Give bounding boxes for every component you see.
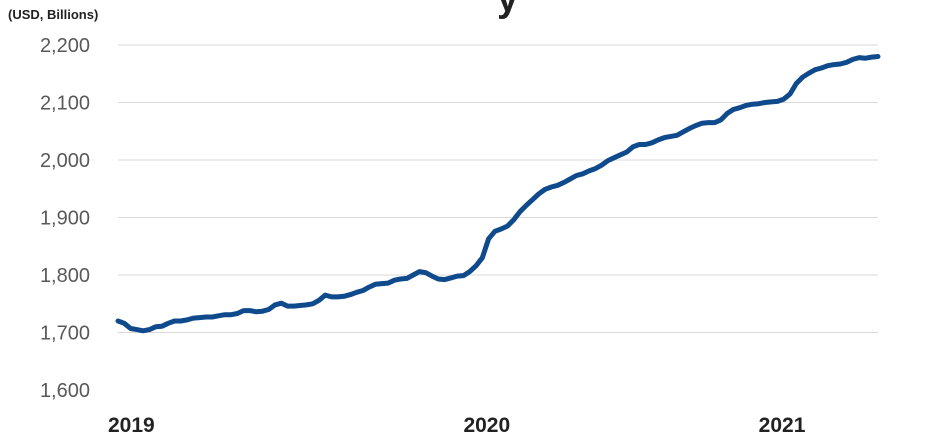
x-tick-label: 2021 bbox=[759, 414, 806, 437]
y-tick-label: 1,600 bbox=[40, 380, 90, 402]
x-tick-label: 2019 bbox=[108, 414, 155, 437]
y-tick-label: 2,100 bbox=[40, 93, 90, 115]
chart-title-fragment: y bbox=[497, 0, 518, 21]
series-group bbox=[115, 54, 881, 334]
x-tick-label: 2020 bbox=[463, 414, 510, 437]
y-tick-label: 2,200 bbox=[40, 35, 90, 57]
y-axis-ticks: 1,600 1,700 1,800 1,900 2,000 2,100 2,200 bbox=[40, 35, 90, 402]
y-tick-label: 1,700 bbox=[40, 323, 90, 345]
units-label: (USD, Billions) bbox=[8, 7, 99, 22]
gridlines bbox=[118, 44, 878, 333]
y-tick-label: 2,000 bbox=[40, 150, 90, 172]
x-axis-ticks: 2019 2020 2021 bbox=[108, 414, 806, 437]
series-line bbox=[115, 54, 881, 334]
y-tick-label: 1,900 bbox=[40, 208, 90, 230]
y-tick-label: 1,800 bbox=[40, 265, 90, 287]
